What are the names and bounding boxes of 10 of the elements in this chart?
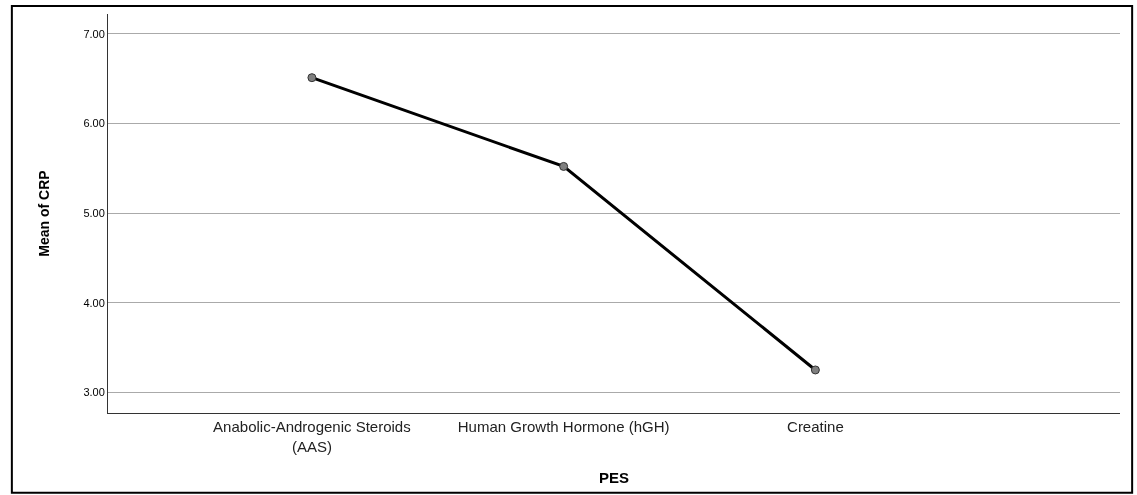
x-axis-title: PES: [598, 468, 630, 486]
x-tick-label: Creatine: [787, 418, 844, 435]
y-tick-label: 7.00: [83, 27, 105, 40]
y-tick-label: 3.00: [83, 386, 105, 399]
y-axis-title: Mean of CRP: [35, 170, 52, 257]
x-tick-label: Human Growth Hormone (hGH): [457, 418, 670, 435]
y-tick-label: 5.00: [83, 206, 105, 219]
x-tick-label: Anabolic-Androgenic Steroids (AAS): [213, 418, 411, 455]
y-tick-label: 4.00: [83, 296, 105, 309]
y-tick-label: 6.00: [83, 117, 105, 130]
